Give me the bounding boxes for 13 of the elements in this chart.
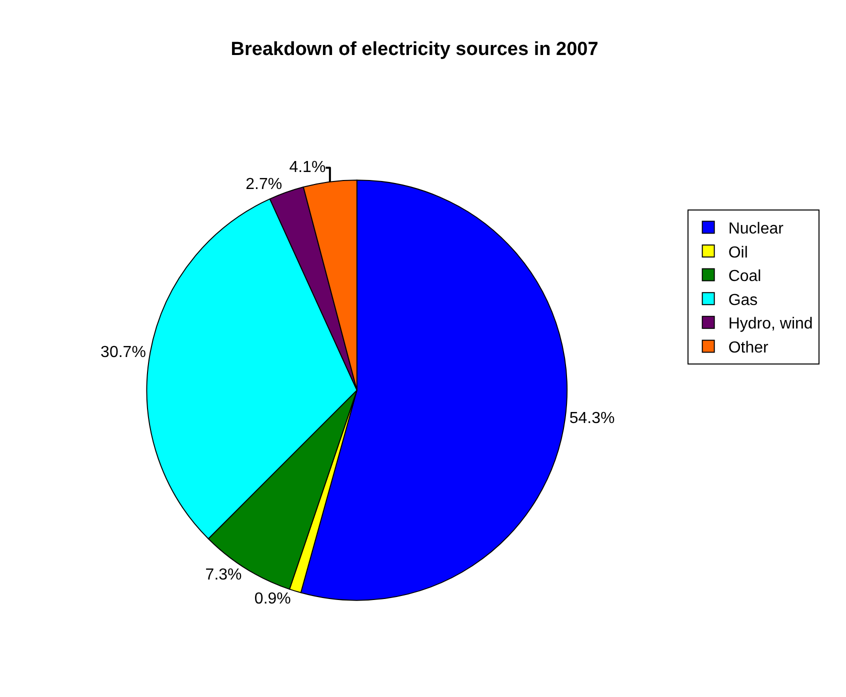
data-label: 7.3% — [205, 566, 242, 584]
legend-label: Gas — [728, 292, 758, 309]
legend-label: Coal — [728, 268, 762, 286]
legend-label: Oil — [728, 244, 748, 262]
chart-title: Breakdown of electricity sources in 2007 — [230, 39, 598, 60]
data-label: 54.3% — [569, 410, 615, 428]
data-label: 2.7% — [246, 176, 282, 194]
legend-label: Nuclear — [728, 220, 784, 238]
data-label: 30.7% — [100, 344, 146, 361]
data-label: 4.1% — [289, 159, 326, 176]
legend-label: Hydro, wind — [728, 316, 813, 333]
legend-label: Other — [728, 339, 770, 356]
data-label: 0.9% — [254, 590, 291, 608]
